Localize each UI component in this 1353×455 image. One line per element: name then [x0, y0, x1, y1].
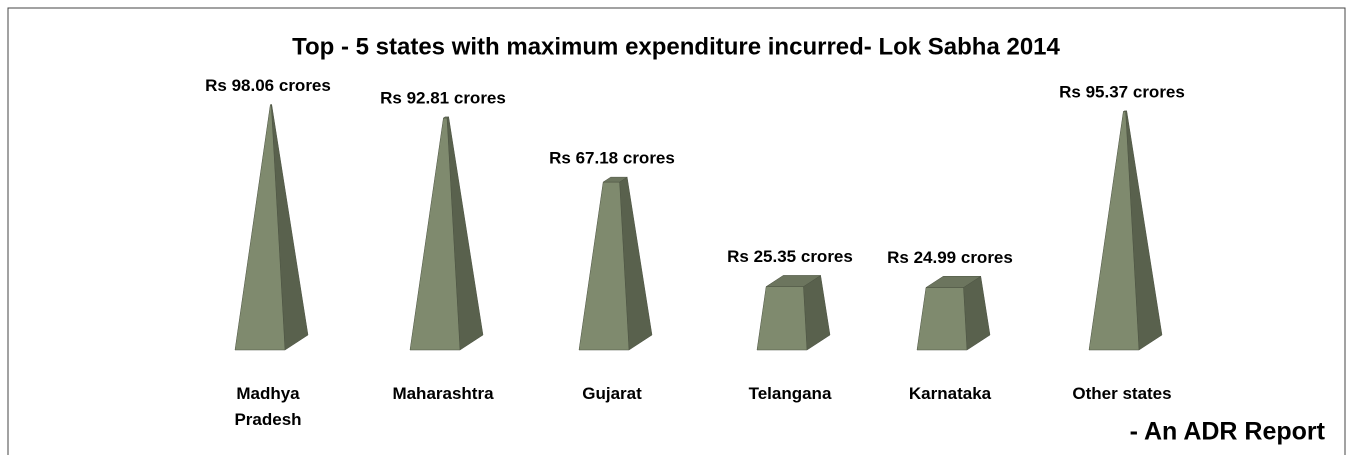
pyramid: [756, 275, 831, 351]
pyramid: [1088, 110, 1163, 351]
pyramid-front: [756, 286, 808, 351]
pyramid-top: [1122, 110, 1128, 112]
value-label: Rs 92.81 crores: [380, 88, 506, 107]
pyramid-top: [442, 116, 450, 119]
value-label: Rs 67.18 crores: [549, 149, 675, 168]
pyramid-top: [925, 276, 982, 288]
category-label: Gujarat: [582, 384, 642, 403]
category-label: Maharashtra: [392, 384, 494, 403]
category-label: Other states: [1072, 384, 1172, 403]
pyramid: [234, 104, 309, 351]
pyramid-top: [602, 176, 628, 183]
frame: [7, 7, 1346, 455]
chart-title: Top - 5 states with maximum expenditure …: [292, 33, 1060, 60]
pyramid: [916, 275, 991, 351]
pyramid-side: [963, 275, 991, 351]
category-label: Karnataka: [908, 384, 992, 403]
pyramid: [578, 176, 653, 351]
pyramid: [409, 116, 484, 351]
pyramid-side: [803, 275, 831, 351]
category-label: Telangana: [748, 384, 832, 403]
pyramid-front: [916, 287, 968, 351]
category-label: Madhya Pradesh: [234, 384, 302, 429]
value-label: Rs 24.99 crores: [887, 248, 1013, 267]
value-label: Rs 98.06 crores: [205, 76, 331, 95]
value-label: Rs 25.35 crores: [727, 247, 853, 266]
pyramid-top: [765, 275, 822, 287]
value-label: Rs 95.37 crores: [1059, 82, 1185, 101]
annotation: - An ADR Report: [1130, 418, 1326, 446]
